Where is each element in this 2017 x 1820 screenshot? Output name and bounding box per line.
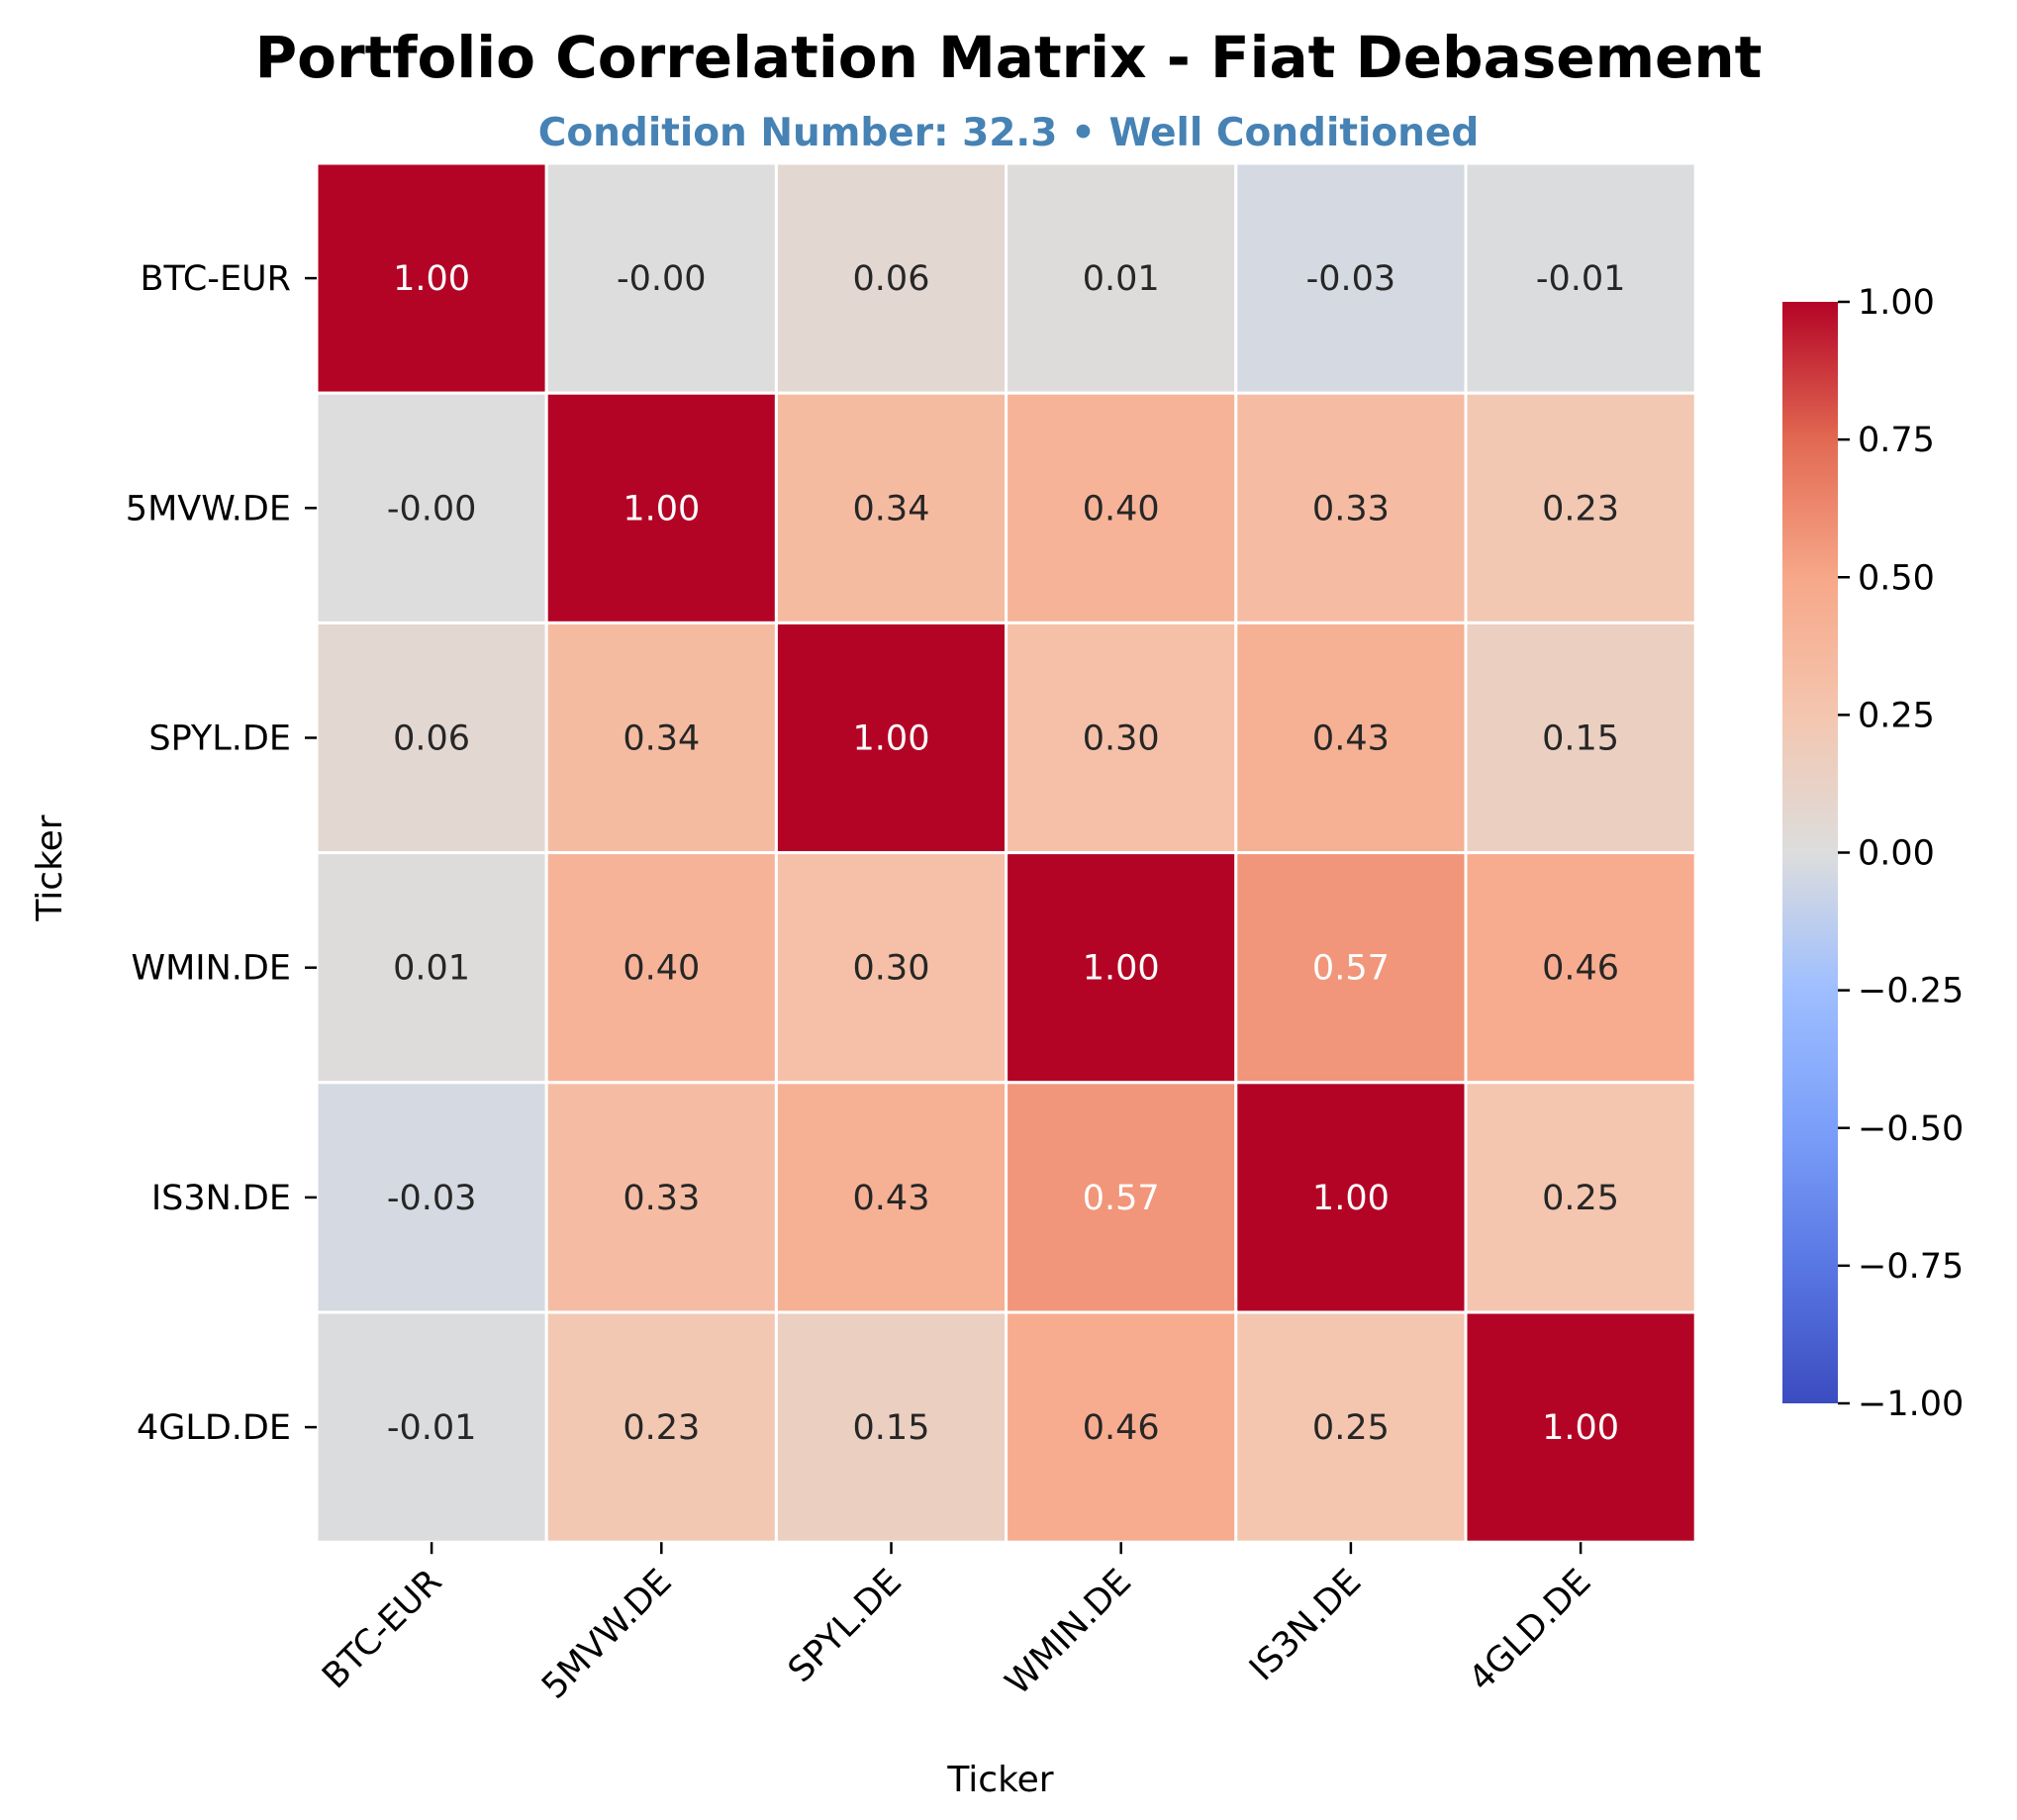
cell-value-label: 0.15 <box>1542 719 1619 759</box>
cell-value-label: 1.00 <box>393 259 470 299</box>
cell-value-label: 0.34 <box>853 489 930 528</box>
cell-value-label: 0.46 <box>1083 1408 1160 1448</box>
x-tick-label: IS3N.DE <box>1242 1562 1369 1688</box>
cell-value-label: 0.43 <box>1312 719 1390 759</box>
heatmap-cell <box>1005 621 1238 855</box>
colorbar-tick-label: 1.00 <box>1858 283 1935 323</box>
heatmap-cell <box>1464 1081 1697 1314</box>
cell-value-label: 0.23 <box>1542 489 1619 528</box>
heatmap-cell <box>1464 851 1697 1085</box>
colorbar-tick-label: 0.50 <box>1858 558 1935 598</box>
heatmap-cell <box>315 1081 548 1314</box>
colorbar-tick-label: 0.00 <box>1858 834 1935 874</box>
heatmap-cell <box>1005 391 1238 624</box>
heatmap-cell <box>1005 851 1238 1085</box>
cell-value-label: 0.34 <box>623 719 700 759</box>
heatmap-cell <box>544 391 778 624</box>
heatmap-cell <box>315 621 548 855</box>
colorbar-ticks: 1.00 0.75 0.50 0.25 0.00 −0.25 −0.50 −0.75 −1.00 <box>1838 283 1964 1424</box>
heatmap-cell <box>774 851 1008 1085</box>
heatmap-cell <box>1234 851 1468 1085</box>
x-tick-label: WMIN.DE <box>999 1562 1139 1702</box>
chart-subtitle: Condition Number: 32.3 • Well Conditione… <box>538 111 1480 155</box>
y-tick-label: WMIN.DE <box>132 949 292 989</box>
y-axis-ticks: BTC-EUR 5MVW.DE SPYL.DE WMIN.DE IS3N.DE 4GLD.… <box>126 259 317 1448</box>
x-tick-label: SPYL.DE <box>781 1562 910 1690</box>
cell-value-label: 0.06 <box>393 719 470 759</box>
heatmap-cell <box>544 621 778 855</box>
heatmap-cell <box>1234 1310 1468 1544</box>
cell-value-label: 0.33 <box>1312 489 1390 528</box>
heatmap-cell <box>315 1310 548 1544</box>
cell-value-label: 0.57 <box>1083 1179 1160 1218</box>
cell-value-label: 0.30 <box>1083 719 1160 759</box>
colorbar <box>1782 302 1838 1403</box>
heatmap-cells: 1.00 -0.00 0.06 0.01 -0.03 -0.01 -0.00 1.00 0.34… <box>315 161 1697 1544</box>
cell-value-label: -0.03 <box>1306 259 1396 299</box>
colorbar-tick-label: 0.75 <box>1858 421 1935 460</box>
cell-value-label: 0.40 <box>623 949 700 989</box>
heatmap-cell <box>774 1081 1008 1314</box>
colorbar-tick-label: −1.00 <box>1858 1385 1964 1424</box>
colorbar-tick-label: −0.25 <box>1858 972 1964 1011</box>
chart-title: Portfolio Correlation Matrix - Fiat Deba… <box>255 24 1763 91</box>
heatmap-cell <box>1234 621 1468 855</box>
cell-value-label: 0.15 <box>853 1408 930 1448</box>
cell-value-label: 1.00 <box>623 489 700 528</box>
cell-value-label: 0.01 <box>393 949 470 989</box>
heatmap-cell <box>1464 621 1697 855</box>
x-tick-label: BTC-EUR <box>315 1562 449 1696</box>
cell-value-label: 1.00 <box>853 719 930 759</box>
colorbar-tick-label: −0.75 <box>1858 1247 1964 1287</box>
cell-value-label: 1.00 <box>1083 949 1160 989</box>
cell-value-label: -0.00 <box>387 489 477 528</box>
cell-value-label: -0.01 <box>1536 259 1626 299</box>
colorbar-tick-label: −0.50 <box>1858 1109 1964 1149</box>
cell-value-label: 0.06 <box>853 259 930 299</box>
cell-value-label: 0.40 <box>1083 489 1160 528</box>
cell-value-label: -0.03 <box>387 1179 477 1218</box>
cell-value-label: 0.01 <box>1083 259 1160 299</box>
heatmap-cell <box>1234 1081 1468 1314</box>
cell-value-label: -0.01 <box>387 1408 477 1448</box>
cell-value-label: 0.33 <box>623 1179 700 1218</box>
heatmap-cell <box>1464 161 1697 395</box>
heatmap-cell <box>1005 1081 1238 1314</box>
y-axis-label: Ticker <box>30 814 70 921</box>
heatmap-cell <box>1464 1310 1697 1544</box>
cell-value-label: 0.57 <box>1312 949 1390 989</box>
x-tick-label: 5MVW.DE <box>534 1562 680 1707</box>
cell-value-label: 1.00 <box>1312 1179 1390 1218</box>
y-tick-label: 5MVW.DE <box>126 489 291 528</box>
heatmap-cell <box>544 161 778 395</box>
cell-value-label: 0.30 <box>853 949 930 989</box>
cell-value-label: 0.23 <box>623 1408 700 1448</box>
y-tick-label: 4GLD.DE <box>137 1408 291 1448</box>
cell-value-label: 0.46 <box>1542 949 1619 989</box>
cell-value-label: -0.00 <box>617 259 707 299</box>
heatmap-cell <box>315 161 548 395</box>
y-tick-label: SPYL.DE <box>148 719 291 759</box>
heatmap-cell <box>544 851 778 1085</box>
heatmap-cell <box>1464 391 1697 624</box>
x-tick-label: 4GLD.DE <box>1462 1562 1599 1699</box>
y-tick-label: IS3N.DE <box>151 1179 291 1218</box>
cell-value-label: 1.00 <box>1542 1408 1619 1448</box>
y-tick-label: BTC-EUR <box>141 259 291 299</box>
x-axis-ticks: BTC-EUR 5MVW.DE SPYL.DE WMIN.DE IS3N.DE 4GLD.… <box>315 1542 1598 1707</box>
heatmap-cell <box>774 161 1008 395</box>
cell-value-label: 0.25 <box>1312 1408 1390 1448</box>
heatmap-cell <box>1234 161 1468 395</box>
heatmap-cell <box>315 851 548 1085</box>
cell-value-label: 0.43 <box>853 1179 930 1218</box>
cell-value-label: 0.25 <box>1542 1179 1619 1218</box>
heatmap-cell <box>1005 161 1238 395</box>
x-axis-label: Ticker <box>946 1760 1053 1800</box>
colorbar-tick-label: 0.25 <box>1858 696 1935 735</box>
